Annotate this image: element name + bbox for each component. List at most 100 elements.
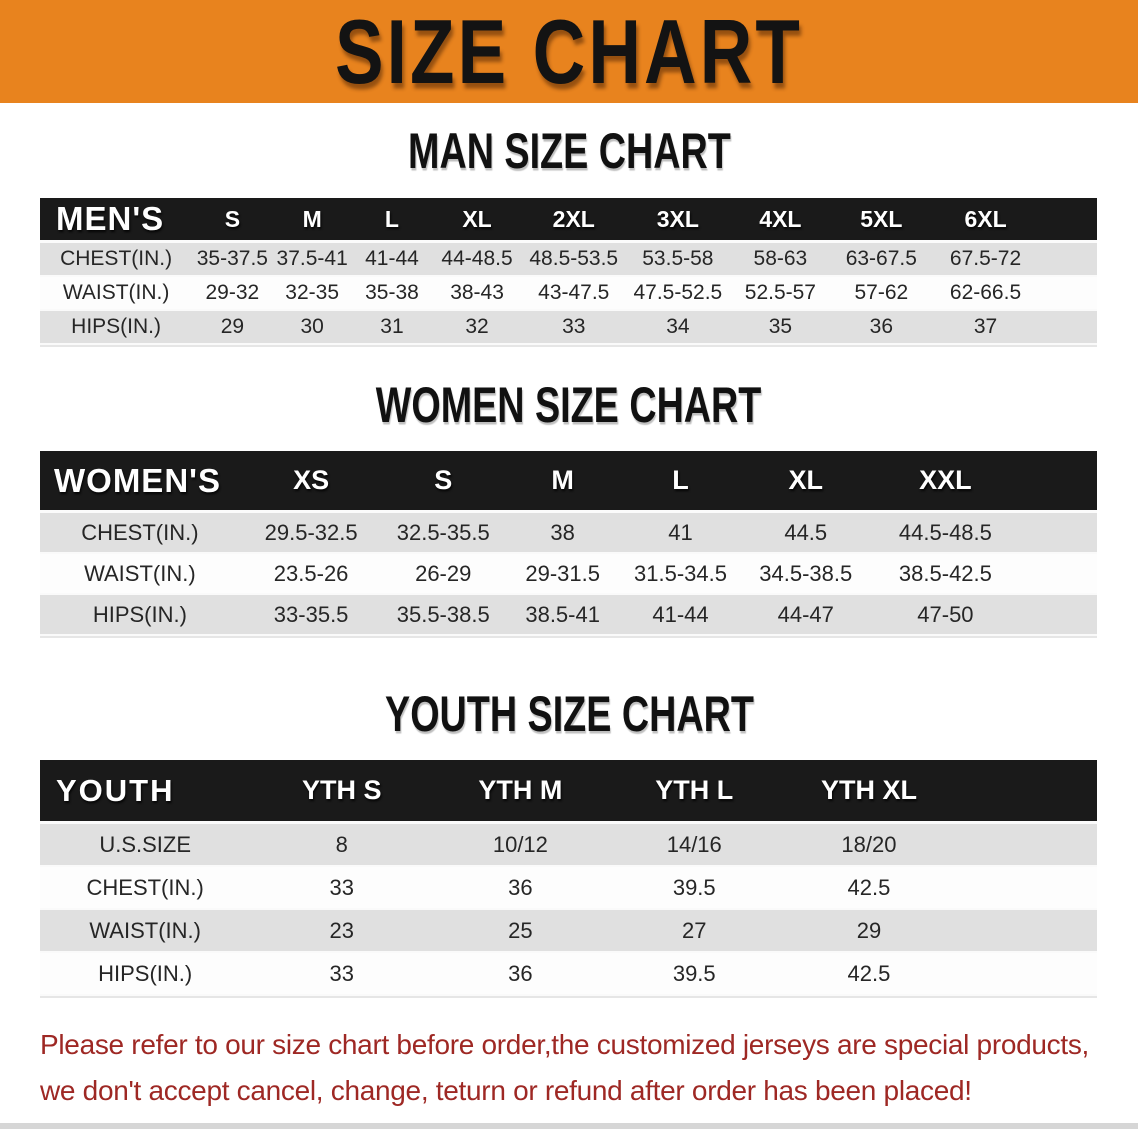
table-cell: 30 [272,311,352,345]
table-cell: 44-48.5 [432,243,522,277]
table-row: HIPS(IN.) 33-35.5 35.5-38.5 38.5-41 41-4… [40,595,1097,636]
table-cell: 47.5-52.5 [625,277,731,311]
table-cell: 42.5 [780,953,1097,996]
table-cell: 29 [780,910,1097,953]
table-cell: 43-47.5 [521,277,626,311]
table-row: CHEST(IN.) 29.5-32.5 32.5-35.5 38 41 44.… [40,513,1097,554]
table-row: WAIST(IN.) 23 25 27 29 [40,910,1097,953]
row-label: HIPS(IN.) [40,953,251,996]
table-cell: 36 [433,953,608,996]
table-cell: 29 [192,311,273,345]
table-cell: 58-63 [730,243,831,277]
women-header-row: WOMEN'S XS S M L XL XXL [40,451,1097,513]
table-cell: 26-29 [382,554,504,595]
men-col-header: 6XL [932,198,1097,243]
table-row: U.S.SIZE 8 10/12 14/16 18/20 [40,824,1097,867]
table-cell: 62-66.5 [932,277,1097,311]
bottom-divider [0,1123,1138,1129]
table-cell: 25 [433,910,608,953]
table-cell: 31 [351,311,433,345]
table-cell: 52.5-57 [730,277,831,311]
table-cell: 67.5-72 [932,243,1097,277]
table-row: HIPS(IN.) 29 30 31 32 33 34 35 36 37 [40,311,1097,345]
table-cell: 44.5-48.5 [871,513,1097,554]
table-cell: 35.5-38.5 [382,595,504,636]
youth-col-header: YTH S [250,760,434,824]
youth-table-label: YOUTH [40,760,251,824]
footer-disclaimer: Please refer to our size chart before or… [40,1022,1118,1114]
table-cell: 35-37.5 [192,243,273,277]
men-col-header: 4XL [730,198,831,243]
men-col-header: 3XL [625,198,731,243]
table-cell: 29.5-32.5 [239,513,383,554]
table-cell: 31.5-34.5 [621,554,740,595]
table-cell: 38.5-41 [504,595,622,636]
table-cell: 44.5 [739,513,872,554]
women-col-header: M [504,451,622,513]
women-col-header: XXL [871,451,1097,513]
table-cell: 23.5-26 [239,554,383,595]
table-row: CHEST(IN.) 35-37.5 37.5-41 41-44 44-48.5… [40,243,1097,277]
table-cell: 14/16 [607,824,781,867]
section-women: WOMEN SIZE CHART WOMEN'S XS S M L XL XXL… [0,376,1138,638]
banner: SIZE CHART [0,0,1138,103]
table-cell: 38.5-42.5 [871,554,1097,595]
table-row: CHEST(IN.) 33 36 39.5 42.5 [40,867,1097,910]
row-label: HIPS(IN.) [40,595,240,636]
page-title: SIZE CHART [335,0,803,103]
women-col-header: XL [739,451,872,513]
table-cell: 18/20 [780,824,1097,867]
table-cell: 41 [621,513,740,554]
table-cell: 38 [504,513,622,554]
row-label: WAIST(IN.) [40,554,240,595]
row-label: U.S.SIZE [40,824,251,867]
table-cell: 36 [830,311,933,345]
women-col-header: S [382,451,504,513]
men-header-row: MEN'S S M L XL 2XL 3XL 4XL 5XL 6XL [40,198,1097,243]
women-col-header: XS [239,451,383,513]
section-men: MAN SIZE CHART MEN'S S M L XL 2XL 3XL 4X… [0,123,1138,347]
table-cell: 44-47 [739,595,872,636]
table-cell: 29-31.5 [504,554,622,595]
table-cell: 36 [433,867,608,910]
men-col-header: L [351,198,433,243]
row-label: CHEST(IN.) [40,867,251,910]
table-cell: 63-67.5 [830,243,933,277]
disclaimer-line-2: we don't accept cancel, change, teturn o… [40,1075,972,1106]
table-cell: 32 [432,311,522,345]
row-label: CHEST(IN.) [40,513,240,554]
table-cell: 33 [250,953,434,996]
youth-col-header: YTH M [433,760,608,824]
women-section-heading: WOMEN SIZE CHART [376,376,762,434]
table-cell: 29-32 [192,277,273,311]
table-cell: 39.5 [607,953,781,996]
row-label: WAIST(IN.) [40,277,193,311]
women-table-label: WOMEN'S [40,451,240,513]
table-cell: 41-44 [621,595,740,636]
table-cell: 57-62 [830,277,933,311]
row-label: HIPS(IN.) [40,311,193,345]
table-cell: 27 [607,910,781,953]
table-cell: 8 [250,824,434,867]
youth-header-row: YOUTH YTH S YTH M YTH L YTH XL [40,760,1097,824]
table-cell: 34.5-38.5 [739,554,872,595]
table-cell: 35-38 [351,277,433,311]
row-label: WAIST(IN.) [40,910,251,953]
men-size-table: MEN'S S M L XL 2XL 3XL 4XL 5XL 6XL CHEST… [40,198,1097,347]
row-label: CHEST(IN.) [40,243,193,277]
table-cell: 33-35.5 [239,595,383,636]
men-table-label: MEN'S [40,198,193,243]
youth-size-table: YOUTH YTH S YTH M YTH L YTH XL U.S.SIZE … [40,760,1097,998]
youth-col-header: YTH L [607,760,781,824]
table-row: WAIST(IN.) 29-32 32-35 35-38 38-43 43-47… [40,277,1097,311]
men-col-header: M [272,198,352,243]
table-cell: 42.5 [780,867,1097,910]
table-cell: 32-35 [272,277,352,311]
table-cell: 32.5-35.5 [382,513,504,554]
table-cell: 41-44 [351,243,433,277]
table-cell: 37 [932,311,1097,345]
men-col-header: 5XL [830,198,933,243]
women-size-table: WOMEN'S XS S M L XL XXL CHEST(IN.) 29.5-… [40,451,1097,638]
table-cell: 35 [730,311,831,345]
